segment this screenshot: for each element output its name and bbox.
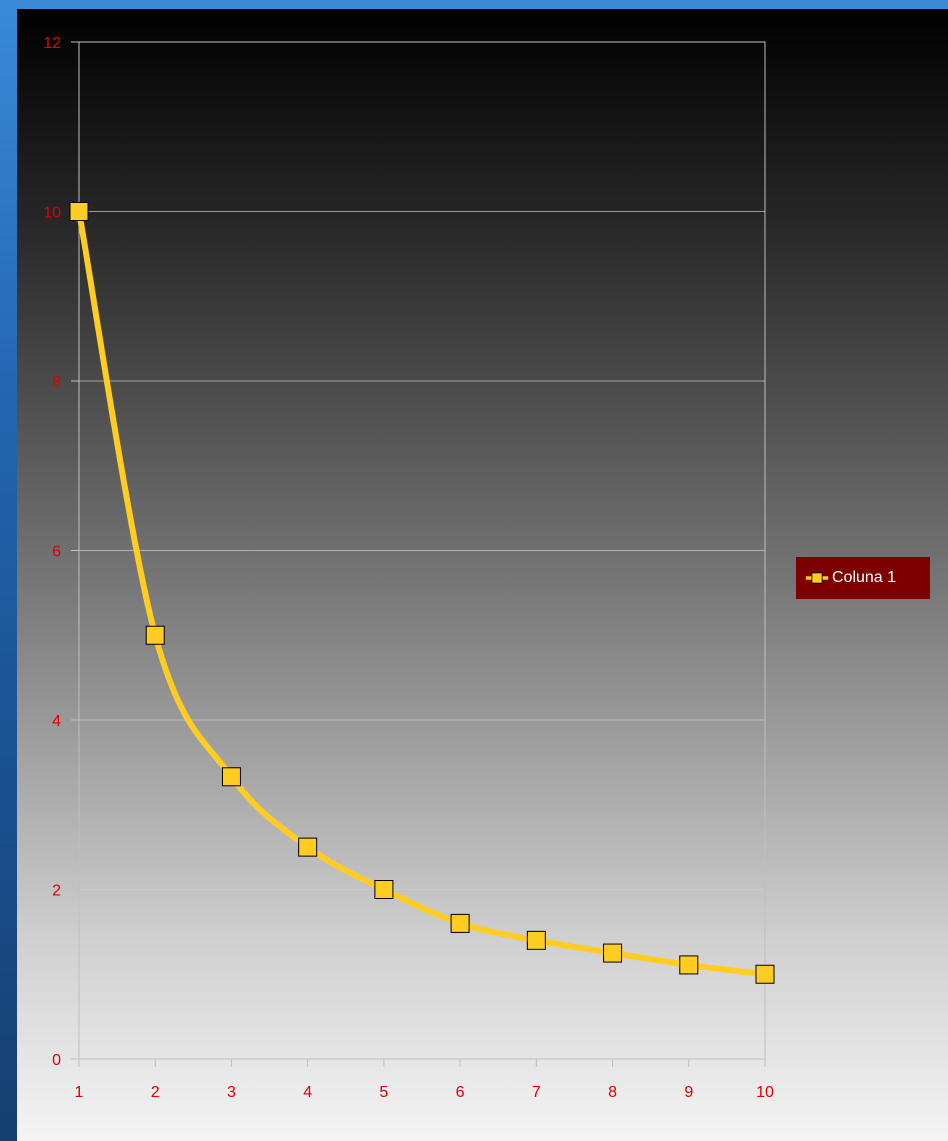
x-tick-label: 7	[532, 1084, 541, 1101]
x-tick-label: 3	[227, 1084, 236, 1101]
y-tick-label: 0	[52, 1052, 61, 1069]
x-tick-label: 2	[151, 1084, 160, 1101]
x-tick-label: 8	[608, 1084, 617, 1101]
x-tick-label: 4	[303, 1084, 312, 1101]
x-tick-label: 9	[684, 1084, 693, 1101]
y-tick-label: 4	[52, 713, 61, 730]
series-line	[76, 208, 768, 978]
data-point-marker	[450, 913, 470, 933]
y-tick-label: 6	[52, 544, 61, 561]
legend-label: Coluna 1	[832, 569, 897, 586]
legend-swatch-icon	[805, 572, 829, 584]
chart-area	[17, 9, 948, 1141]
data-point-marker	[145, 625, 165, 645]
x-tick-label: 6	[456, 1084, 465, 1101]
data-point-marker	[69, 202, 89, 221]
data-point-marker	[298, 837, 318, 857]
y-tick-label: 12	[43, 35, 61, 52]
data-point-marker	[603, 943, 623, 963]
legend: Coluna 1	[796, 557, 930, 599]
data-point-marker	[755, 964, 775, 984]
x-tick-label: 5	[379, 1084, 388, 1101]
y-tick-label: 10	[43, 205, 61, 222]
y-tick-label: 2	[52, 883, 61, 900]
x-tick-label: 1	[75, 1084, 84, 1101]
data-point-marker	[221, 767, 241, 787]
data-point-marker	[679, 955, 699, 975]
y-tick-label: 8	[52, 374, 61, 391]
data-point-marker	[526, 930, 546, 950]
data-point-marker	[374, 880, 394, 899]
x-tick-label: 10	[756, 1084, 774, 1101]
